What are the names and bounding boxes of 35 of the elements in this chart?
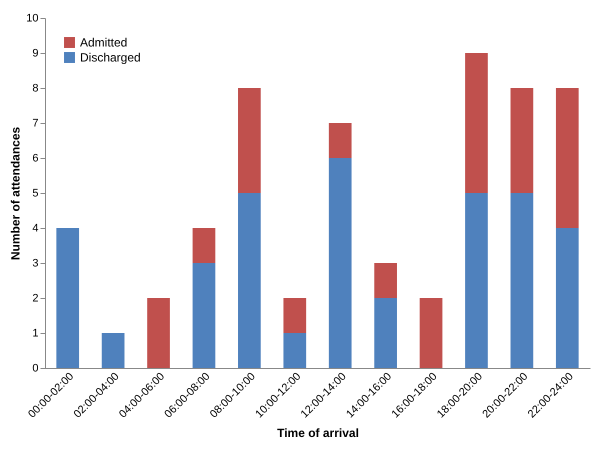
y-tick-label: 0 [32,362,38,374]
bar [192,263,216,368]
y-tick-label: 5 [32,188,38,200]
bar [510,193,534,368]
x-axis-title: Time of arrival [277,426,359,440]
bar [465,193,488,368]
bar [56,228,80,368]
y-tick-label: 4 [32,222,38,234]
bar [556,88,579,228]
bar [374,263,397,298]
y-tick-label: 6 [32,152,38,164]
legend-label: Admitted [80,36,128,50]
bar [238,88,261,193]
bar [374,298,397,368]
legend-label: Discharged [80,50,141,64]
bar [283,333,306,368]
y-tick-label: 9 [32,48,38,60]
y-tick-label: 2 [32,292,38,304]
bar [238,193,261,368]
bar [283,298,306,333]
y-tick-label: 7 [32,118,38,130]
bar [510,88,534,193]
bar [465,53,488,193]
bar [420,298,442,368]
bar [102,333,124,368]
bar [147,298,170,368]
y-tick-label: 8 [32,82,38,94]
bar [192,228,216,263]
y-tick-label: 1 [32,328,38,340]
y-tick-label: 10 [26,12,38,24]
bar [556,228,579,368]
bar [328,123,352,158]
y-tick-label: 3 [32,258,38,270]
bar [328,158,352,368]
y-axis-title: Number of attendances [8,126,22,260]
